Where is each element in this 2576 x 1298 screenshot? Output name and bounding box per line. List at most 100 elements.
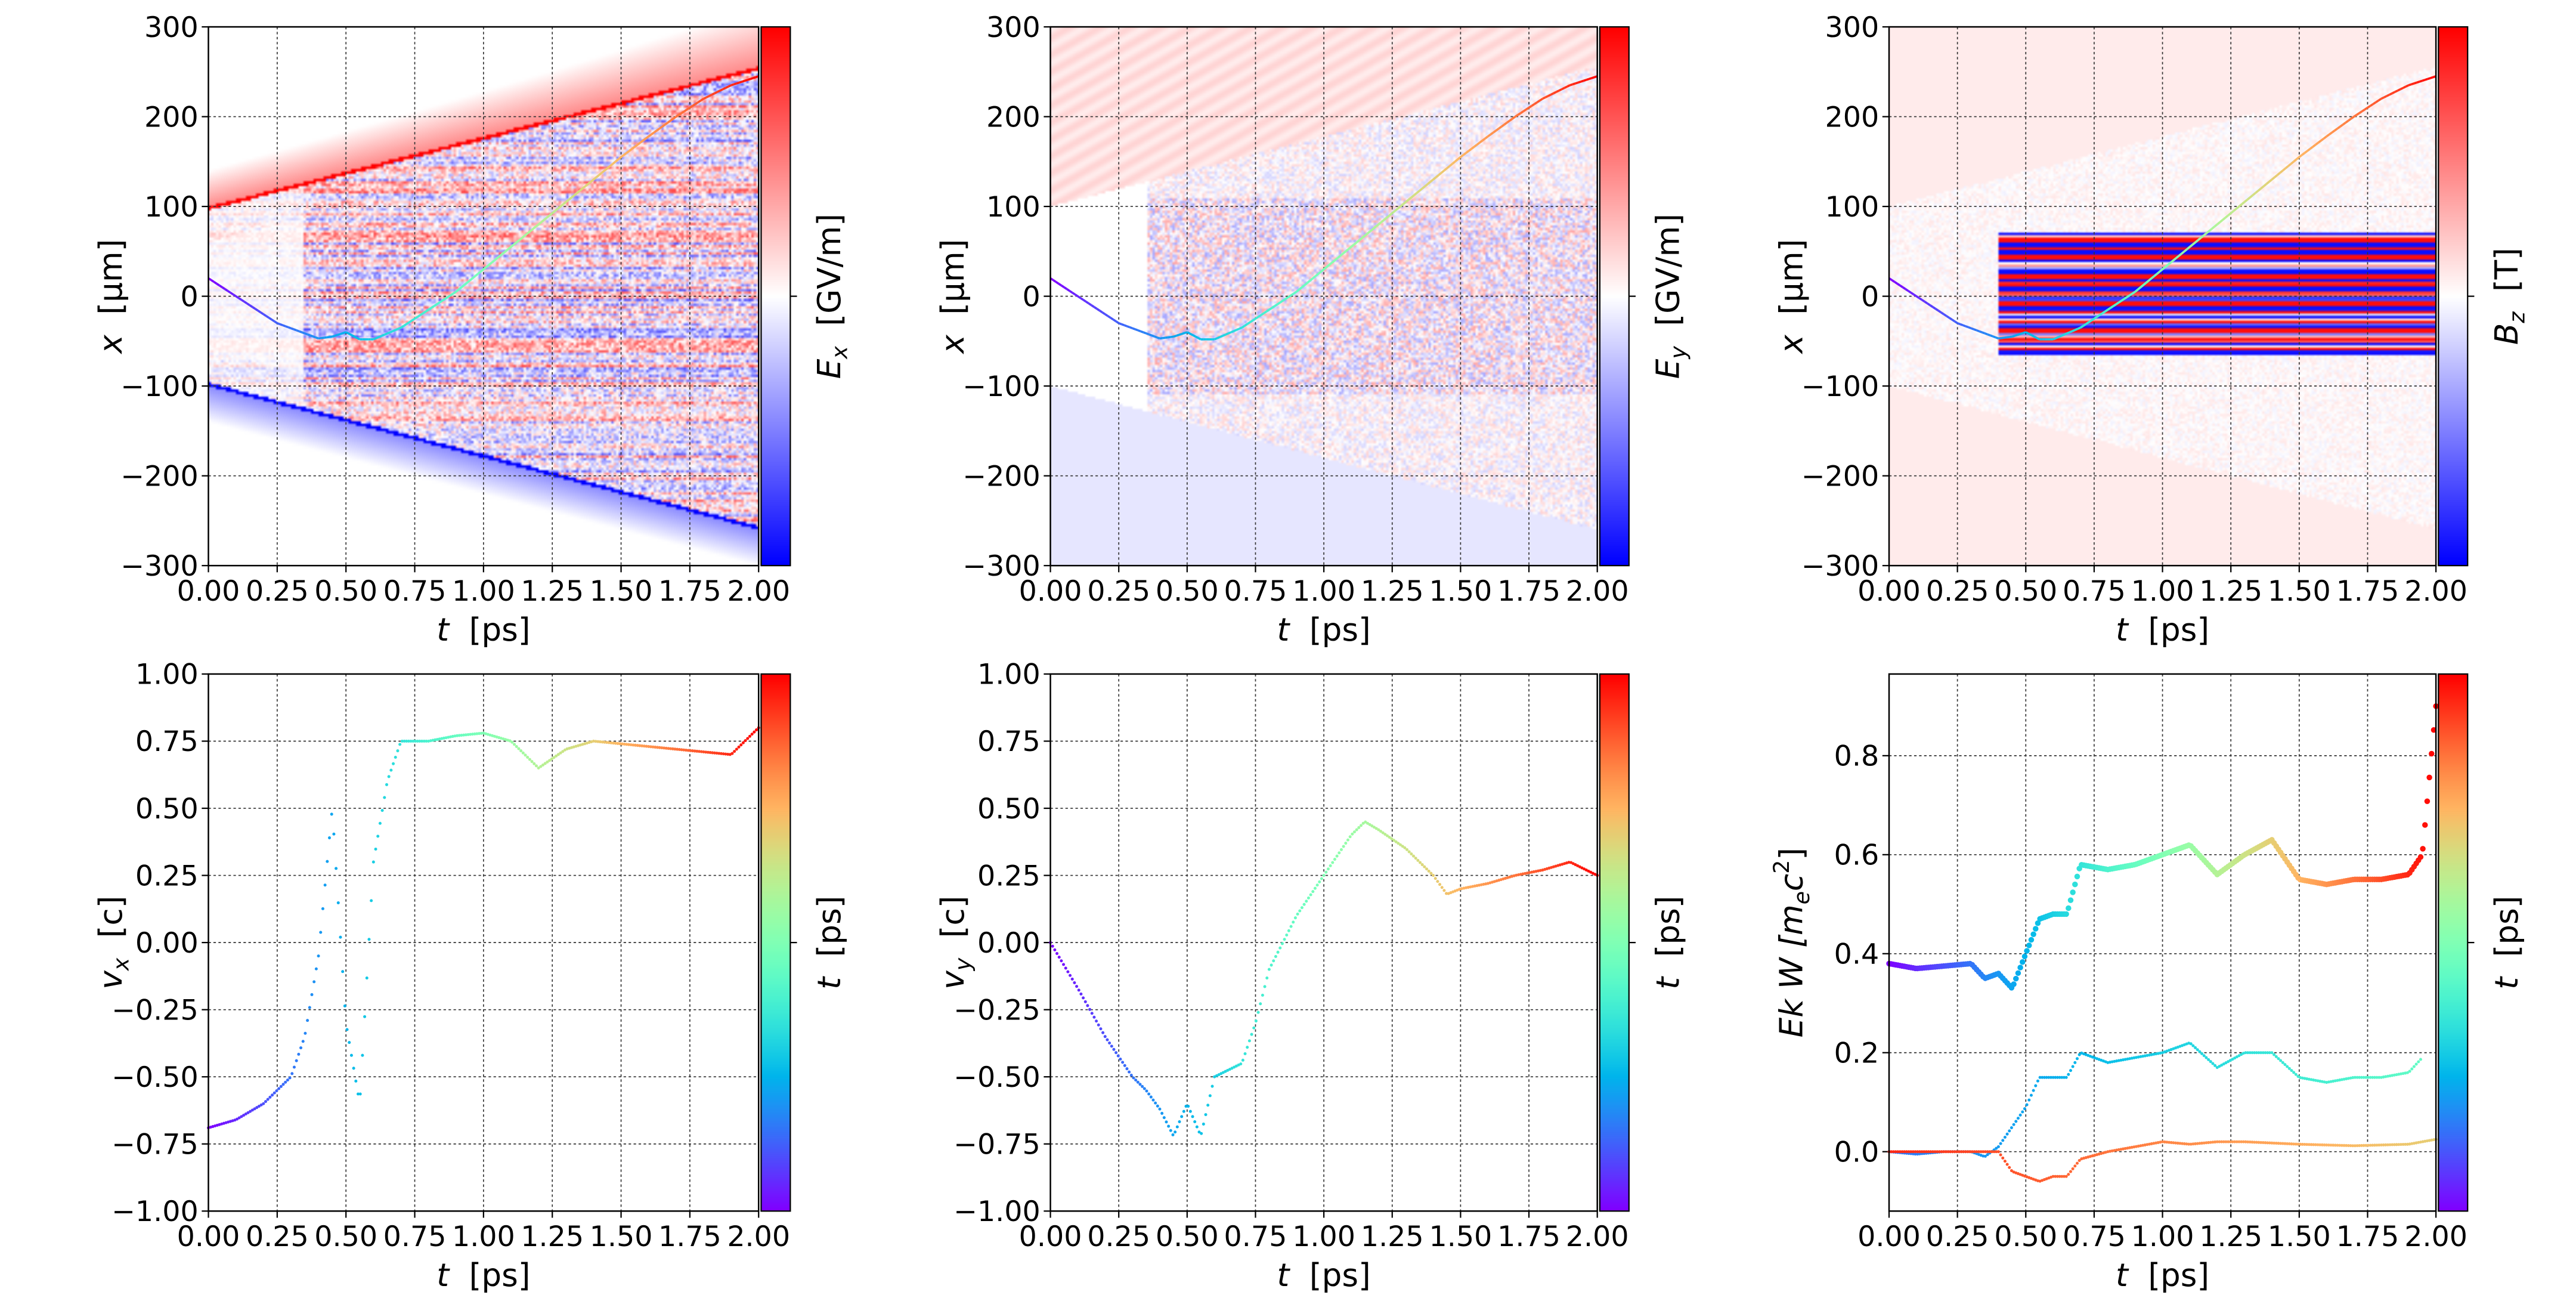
data-point bbox=[326, 860, 329, 863]
data-point bbox=[640, 744, 644, 747]
trajectory-segment bbox=[1441, 169, 1445, 174]
data-point bbox=[2240, 1053, 2243, 1056]
data-point bbox=[2213, 1064, 2217, 1067]
data-point bbox=[281, 1083, 285, 1086]
data-point bbox=[2279, 1059, 2283, 1062]
trajectory-segment bbox=[1145, 332, 1150, 336]
x-tick-label: 2.00 bbox=[2404, 575, 2467, 608]
data-point bbox=[2358, 1144, 2361, 1148]
data-point bbox=[607, 741, 611, 744]
trajectory-segment bbox=[1998, 336, 2002, 340]
data-point bbox=[2028, 937, 2035, 943]
data-point bbox=[460, 734, 463, 737]
trajectory-segment bbox=[1342, 250, 1346, 255]
trajectory-segment bbox=[2120, 298, 2125, 302]
y-tick-label: 0 bbox=[1023, 280, 1041, 313]
trajectory-segment bbox=[1265, 308, 1270, 313]
trajectory-segment bbox=[1233, 329, 1237, 332]
trajectory-segment bbox=[2427, 77, 2431, 81]
data-point bbox=[1414, 857, 1417, 860]
data-point bbox=[253, 1107, 256, 1111]
trajectory-segment bbox=[1137, 329, 1141, 333]
colorbar-label: Ex[GV/m] bbox=[811, 214, 852, 379]
data-point bbox=[2371, 1144, 2374, 1147]
data-point bbox=[1949, 1150, 1952, 1154]
x-tick-label: 0.50 bbox=[1994, 575, 2057, 608]
trajectory-segment bbox=[2255, 190, 2259, 194]
data-point bbox=[1252, 1026, 1256, 1030]
data-point bbox=[2375, 1144, 2379, 1147]
data-point bbox=[1898, 1150, 1902, 1154]
trajectory-segment bbox=[527, 230, 531, 234]
data-point bbox=[2054, 1076, 2057, 1079]
trajectory-segment bbox=[540, 219, 545, 223]
trajectory-segment bbox=[2172, 257, 2177, 261]
data-point bbox=[1165, 1120, 1168, 1124]
data-point bbox=[2064, 1076, 2068, 1079]
data-point bbox=[550, 757, 553, 761]
trajectory-segment bbox=[1323, 266, 1327, 270]
trajectory-segment bbox=[315, 336, 319, 340]
y-tick-label: 0.4 bbox=[1834, 938, 1880, 971]
data-point bbox=[2189, 1042, 2193, 1046]
trajectory-segment bbox=[1304, 282, 1308, 286]
data-point bbox=[335, 867, 338, 870]
data-point bbox=[1101, 1031, 1105, 1034]
trajectory-segment bbox=[1123, 324, 1128, 327]
axes-frame bbox=[1049, 26, 1598, 567]
data-point bbox=[2055, 1076, 2059, 1079]
data-point bbox=[1250, 1033, 1253, 1036]
trajectory-segment bbox=[2148, 277, 2153, 282]
y-axis-label: vx[c] bbox=[92, 896, 134, 990]
data-point bbox=[1141, 1084, 1144, 1088]
trajectory-segment bbox=[2036, 336, 2041, 341]
data-point bbox=[2021, 1110, 2024, 1114]
data-point bbox=[2067, 1173, 2070, 1176]
trajectory-segment bbox=[1063, 286, 1068, 290]
data-point bbox=[1276, 950, 1280, 954]
trajectory-segment bbox=[1219, 335, 1224, 338]
data-point bbox=[2255, 1051, 2258, 1055]
data-point bbox=[2038, 1076, 2042, 1079]
trajectory-segment bbox=[482, 266, 487, 270]
trajectory-segment bbox=[2072, 329, 2076, 332]
trajectory-segment bbox=[1293, 290, 1298, 295]
data-point bbox=[1305, 900, 1308, 903]
trajectory-segment bbox=[2129, 292, 2134, 296]
x-tick-label: 1.75 bbox=[658, 575, 722, 608]
trajectory-segment bbox=[1448, 163, 1453, 167]
data-point bbox=[2305, 1143, 2309, 1146]
data-point bbox=[1918, 1150, 1921, 1154]
x-tick-label: 0.25 bbox=[1926, 575, 1989, 608]
trajectory-segment bbox=[1410, 194, 1415, 199]
data-point bbox=[750, 733, 754, 736]
trajectory-segment bbox=[1547, 94, 1552, 97]
data-point bbox=[647, 744, 651, 749]
data-point bbox=[508, 739, 512, 743]
y-axis-label: Ek W [mec2] bbox=[1769, 848, 1815, 1037]
trajectory-segment bbox=[2375, 99, 2379, 104]
trajectory-segment bbox=[1225, 332, 1229, 336]
data-point bbox=[1992, 1150, 1996, 1154]
y-axis-label: x[μm] bbox=[934, 239, 971, 355]
trajectory-segment bbox=[518, 237, 523, 241]
trajectory-segment bbox=[2200, 234, 2205, 239]
trajectory-segment bbox=[565, 199, 570, 203]
data-point bbox=[2401, 1142, 2405, 1146]
data-point bbox=[1355, 828, 1358, 832]
trajectory-segment bbox=[1389, 212, 1393, 217]
data-point bbox=[356, 1092, 360, 1096]
data-point bbox=[664, 746, 668, 750]
x-tick-label: 0.25 bbox=[1087, 1220, 1150, 1253]
data-point bbox=[1138, 1083, 1142, 1086]
axes-frame bbox=[1888, 26, 2437, 567]
data-point bbox=[2314, 1143, 2317, 1146]
trajectory-segment bbox=[433, 303, 438, 307]
data-point bbox=[2294, 1142, 2298, 1146]
trajectory-segment bbox=[2164, 264, 2169, 268]
trajectory-segment bbox=[1987, 333, 1991, 336]
trajectory-segment bbox=[2397, 88, 2401, 92]
trajectory-segment bbox=[2279, 169, 2284, 174]
trajectory-segment bbox=[472, 275, 476, 279]
y-tick-label: −100 bbox=[120, 370, 199, 403]
